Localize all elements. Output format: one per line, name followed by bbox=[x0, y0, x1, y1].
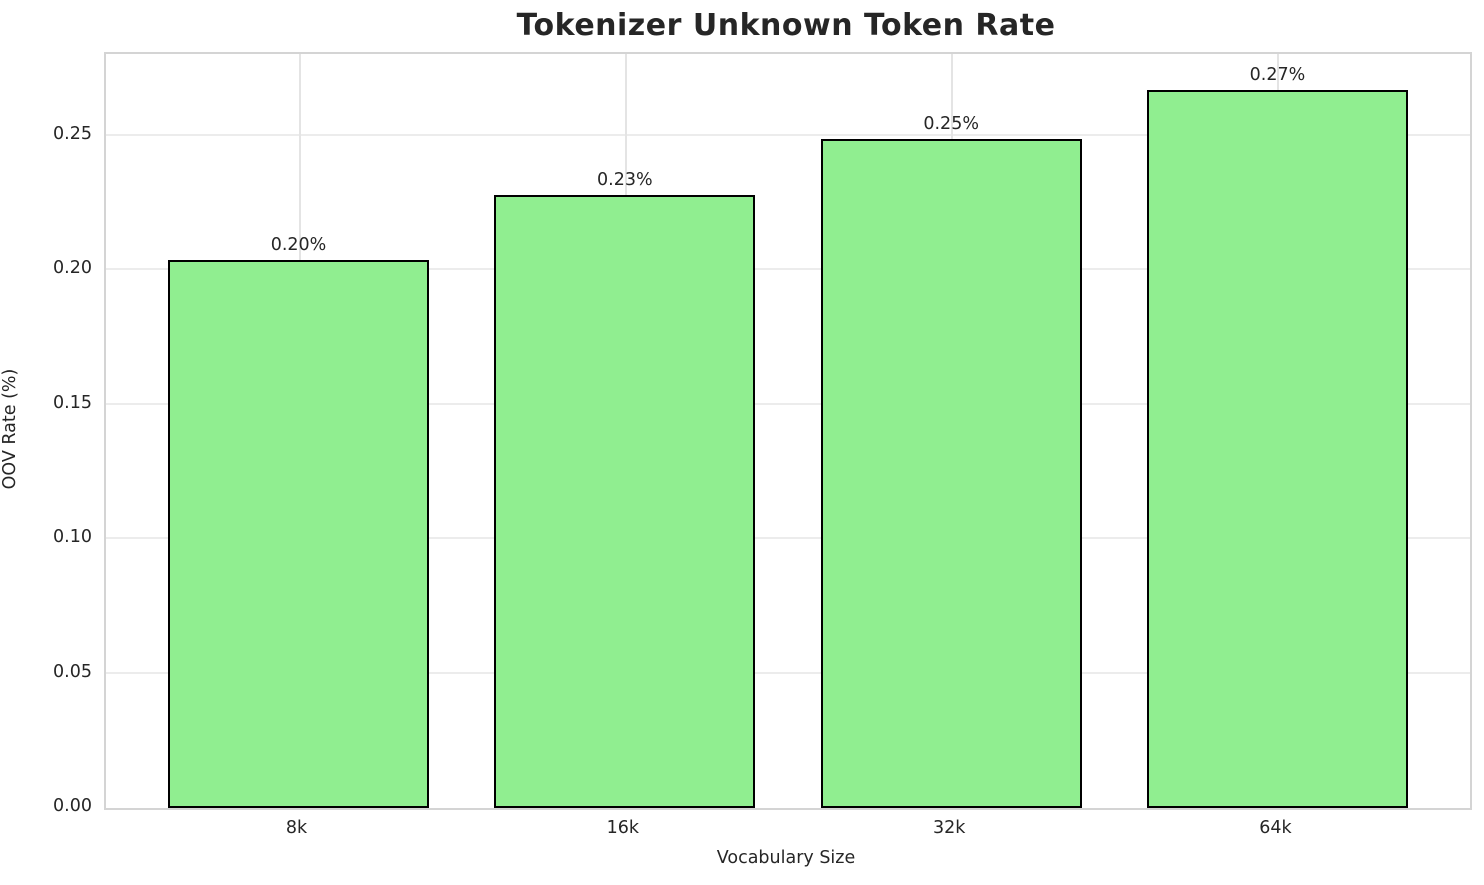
chart-title: Tokenizer Unknown Token Rate bbox=[516, 8, 1056, 43]
x-tick-label: 32k bbox=[932, 818, 966, 838]
plot-area: 0.20% 0.23% 0.25% 0.27% bbox=[104, 52, 1472, 810]
horizontal-gridline bbox=[106, 134, 1470, 136]
bar-8k bbox=[168, 259, 430, 808]
y-axis-label: OOV Rate (%) bbox=[0, 368, 20, 490]
horizontal-gridline bbox=[106, 671, 1470, 674]
x-tick-label: 64k bbox=[1259, 818, 1292, 838]
y-tick-label: 0.05 bbox=[53, 661, 92, 682]
y-tick-label: 0.15 bbox=[53, 392, 92, 413]
bar-value-label: 0.27% bbox=[1249, 65, 1306, 86]
bar-value-label: 0.25% bbox=[923, 113, 979, 134]
horizontal-gridline bbox=[106, 537, 1470, 540]
y-tick-label: 0.20 bbox=[53, 258, 92, 279]
horizontal-gridline bbox=[106, 268, 1470, 271]
y-tick-label: 0.25 bbox=[53, 123, 92, 144]
bar-value-label: 0.23% bbox=[597, 170, 653, 191]
bar-value-label: 0.20% bbox=[270, 234, 327, 255]
bar-16k bbox=[494, 195, 756, 808]
y-tick-label: 0.00 bbox=[53, 796, 92, 816]
x-axis-label: Vocabulary Size bbox=[716, 848, 856, 868]
horizontal-gridline bbox=[106, 402, 1470, 405]
x-tick-label: 16k bbox=[606, 818, 640, 838]
bar-64k bbox=[1146, 90, 1408, 808]
y-tick-label: 0.10 bbox=[53, 527, 92, 548]
bar-32k bbox=[820, 138, 1082, 808]
x-tick-label: 8k bbox=[285, 818, 308, 838]
